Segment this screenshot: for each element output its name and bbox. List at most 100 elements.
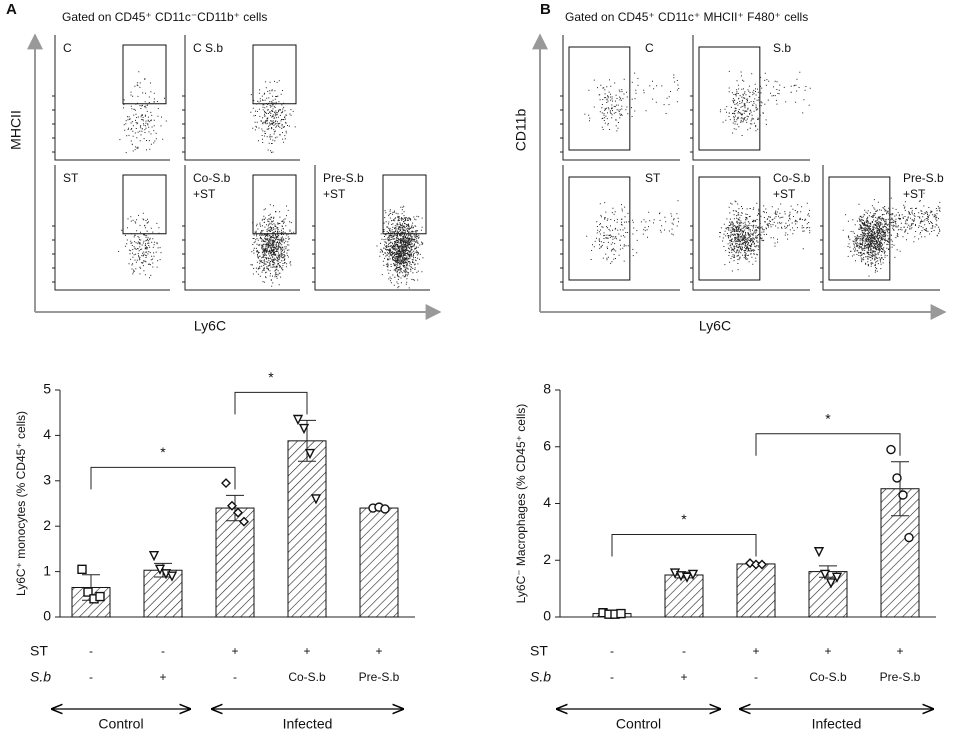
error-bar — [891, 461, 909, 517]
condition-name: ST — [530, 643, 548, 659]
condition-value: + — [303, 644, 310, 658]
gate — [568, 176, 631, 281]
plot-label: C — [63, 41, 72, 55]
data-point — [298, 423, 310, 435]
gate — [568, 46, 631, 151]
dot-cloud — [250, 204, 295, 287]
plot-frame — [562, 35, 680, 161]
bar — [664, 574, 704, 618]
plot-frame — [314, 165, 430, 291]
data-point — [380, 504, 390, 514]
condition-value: + — [824, 644, 831, 658]
panel-letter: B — [540, 1, 551, 18]
data-point — [616, 608, 626, 619]
data-point — [77, 564, 87, 575]
y-tick-label: 2 — [43, 517, 51, 533]
plot-label: Pre-S.b +ST — [903, 171, 944, 201]
gate — [698, 46, 761, 151]
condition-value: - — [754, 670, 758, 684]
significance-bracket — [611, 534, 757, 557]
dot-cloud — [586, 200, 679, 264]
group-label: Control — [98, 716, 143, 732]
condition-value: - — [89, 644, 93, 658]
data-point — [233, 507, 243, 518]
y-axis-label: Ly6C⁺ monocytes (% CD45⁺ cells) — [14, 411, 28, 596]
plot-frame — [54, 165, 170, 291]
gate-title: Gated on CD45⁺ CD11c⁻CD11b⁺ cells — [62, 10, 267, 24]
data-point — [681, 572, 693, 583]
y-axis-label: CD11b — [513, 109, 529, 152]
plot-label: C — [645, 41, 654, 55]
condition-name: ST — [30, 643, 48, 659]
data-point — [310, 494, 322, 505]
plot-label: Co-S.b +ST — [193, 171, 231, 201]
dot-cloud — [118, 212, 162, 279]
y-tick-label: 5 — [43, 381, 51, 397]
data-point — [239, 516, 249, 527]
condition-value: - — [610, 670, 614, 684]
significance-label: * — [160, 444, 166, 460]
condition-name: S.b — [530, 669, 551, 685]
dot-cloud — [842, 192, 941, 277]
plot-label: S.b — [773, 41, 791, 55]
y-tick-label: 4 — [43, 426, 51, 442]
y-tick-label: 4 — [543, 494, 551, 510]
condition-value: - — [161, 644, 165, 658]
y-tick-label: 6 — [543, 437, 551, 453]
plot-label: C S.b — [193, 41, 223, 55]
data-point — [904, 532, 914, 543]
data-point — [95, 591, 105, 602]
data-point — [745, 558, 755, 569]
condition-value: Pre-S.b — [880, 670, 921, 684]
data-point — [886, 444, 896, 455]
bar — [215, 507, 255, 618]
plot-frame — [184, 165, 300, 291]
y-tick-label: 1 — [43, 562, 51, 578]
data-point — [757, 559, 767, 570]
significance-bracket — [755, 433, 901, 456]
y-axis-label: Ly6C⁻ Macrophages (% CD45⁺ cells) — [514, 404, 528, 604]
plot-frame — [562, 165, 680, 291]
bar — [287, 440, 327, 618]
gate — [252, 44, 297, 105]
bar — [143, 569, 183, 618]
condition-value: + — [896, 644, 903, 658]
condition-value: - — [233, 670, 237, 684]
condition-value: + — [375, 644, 382, 658]
condition-value: + — [752, 644, 759, 658]
bar — [736, 563, 776, 618]
significance-bracket — [234, 391, 308, 415]
group-label: Control — [616, 716, 661, 732]
plot-label: ST — [63, 171, 79, 185]
condition-value: Co-S.b — [809, 670, 847, 684]
dot-cloud — [376, 205, 424, 289]
significance-bracket — [90, 466, 236, 490]
condition-value: - — [682, 644, 686, 658]
y-tick-label: 3 — [43, 472, 51, 488]
gate-title: Gated on CD45⁺ CD11c⁺ MHCII⁺ F480⁺ cells — [565, 10, 808, 24]
group-label: Infected — [812, 716, 862, 732]
condition-name: S.b — [30, 669, 51, 685]
dot-cloud — [119, 71, 167, 154]
plot-label: ST — [645, 171, 661, 185]
data-point — [687, 569, 699, 581]
plot-frame — [822, 165, 940, 291]
gate — [122, 44, 167, 105]
gate — [698, 176, 761, 281]
bar — [359, 507, 399, 618]
plot-label: Pre-S.b +ST — [323, 171, 364, 201]
condition-value: Pre-S.b — [359, 670, 400, 684]
data-point — [892, 473, 902, 483]
data-point — [898, 490, 908, 500]
plot-frame — [692, 35, 810, 161]
y-tick-label: 8 — [543, 381, 551, 397]
significance-label: * — [268, 369, 274, 385]
data-point — [292, 414, 304, 426]
data-point — [227, 500, 237, 511]
plot-frame — [692, 165, 810, 291]
y-tick-label: 0 — [43, 608, 51, 624]
group-label: Infected — [283, 716, 333, 732]
y-tick-label: 2 — [543, 551, 551, 567]
condition-value: + — [680, 670, 687, 684]
data-point — [825, 578, 837, 589]
